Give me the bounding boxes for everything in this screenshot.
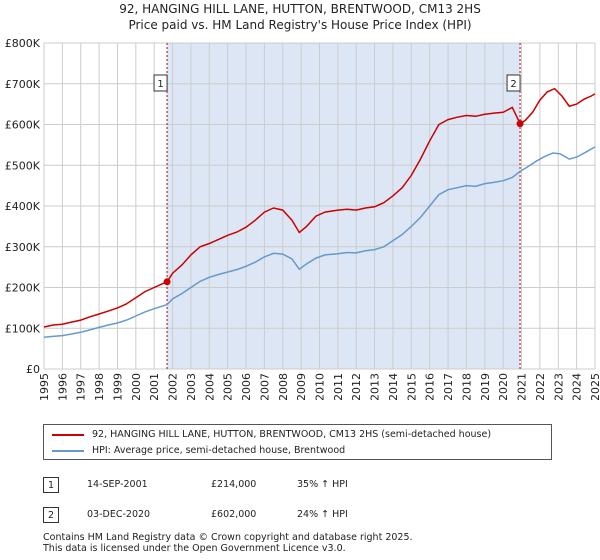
x-tick-label: 1997 (75, 373, 88, 400)
sale-label-box (506, 74, 521, 92)
y-tick-label: £100K (5, 322, 41, 335)
x-tick-label: 2014 (387, 373, 400, 400)
x-tick-label: 2010 (314, 373, 327, 400)
x-tick-label: 2008 (277, 373, 290, 400)
y-tick-label: £500K (5, 159, 41, 172)
x-tick-label: 2020 (497, 373, 510, 400)
x-tick-label: 2012 (350, 373, 363, 400)
sale-badge: 2 (43, 507, 59, 523)
legend-label-property: 92, HANGING HILL LANE, HUTTON, BRENTWOOD… (92, 429, 492, 440)
x-tick-label: 2018 (460, 373, 473, 400)
x-tick-label: 2013 (369, 373, 382, 400)
sale-hpi-change: 35% ↑ HPI (297, 479, 348, 490)
x-tick-label: 2003 (185, 373, 198, 400)
sale-label-number: 2 (510, 79, 516, 90)
sale-date: 03-DEC-2020 (87, 509, 151, 520)
x-tick-label: 2007 (258, 373, 271, 400)
sale-label-box (153, 74, 168, 92)
sale-badge: 1 (43, 477, 59, 493)
footer-copyright: Contains HM Land Registry data © Crown c… (43, 532, 413, 543)
x-tick-label: 2017 (442, 373, 455, 400)
legend-line-hpi (52, 450, 84, 452)
x-tick-label: 2023 (552, 373, 565, 400)
sale-label-number: 1 (157, 79, 163, 90)
x-tick-label: 2011 (332, 373, 345, 400)
x-tick-label: 2001 (148, 373, 161, 400)
footer-licence: This data is licensed under the Open Gov… (43, 543, 346, 554)
sale-price: £602,000 (211, 509, 257, 520)
x-tick-label: 1996 (56, 373, 69, 400)
x-tick-label: 2005 (222, 373, 235, 400)
y-tick-label: £400K (5, 200, 41, 213)
x-tick-label: 2025 (589, 373, 600, 400)
sale-price: £214,000 (211, 479, 257, 490)
x-tick-label: 1995 (38, 373, 51, 400)
y-tick-label: £700K (5, 78, 41, 91)
x-tick-label: 2019 (479, 373, 492, 400)
legend-label-hpi: HPI: Average price, semi-detached house,… (92, 445, 346, 456)
x-tick-label: 1998 (93, 373, 106, 400)
x-tick-label: 2000 (130, 373, 143, 400)
y-tick-label: £600K (5, 119, 41, 132)
y-tick-label: £200K (5, 282, 41, 295)
hpi-line (43, 146, 596, 338)
chart-title: 92, HANGING HILL LANE, HUTTON, BRENTWOOD… (119, 2, 481, 16)
x-tick-label: 2021 (516, 373, 529, 400)
x-tick-label: 1999 (111, 373, 124, 400)
legend-line-property (52, 434, 84, 436)
sale-date: 14-SEP-2001 (87, 479, 148, 490)
y-tick-label: £300K (5, 241, 41, 254)
x-tick-label: 2004 (203, 373, 216, 400)
sale-point (163, 278, 171, 286)
x-tick-label: 2009 (295, 373, 308, 400)
y-tick-label: £800K (5, 37, 41, 50)
price-chart: £0 £100K £200K £300K £400K £500K £600K £700K £80… (5, 37, 600, 400)
x-tick-label: 2015 (405, 373, 418, 400)
chart-subtitle: Price paid vs. HM Land Registry's House … (128, 18, 472, 32)
legend: 92, HANGING HILL LANE, HUTTON, BRENTWOOD… (43, 424, 552, 460)
sale-point (516, 120, 524, 128)
x-tick-label: 2002 (167, 373, 180, 400)
sale-hpi-change: 24% ↑ HPI (297, 509, 348, 520)
x-tick-label: 2016 (424, 373, 437, 400)
x-tick-label: 2006 (240, 373, 253, 400)
x-tick-label: 2024 (571, 373, 584, 400)
x-tick-label: 2022 (534, 373, 547, 400)
y-tick-label: £0 (26, 363, 40, 376)
